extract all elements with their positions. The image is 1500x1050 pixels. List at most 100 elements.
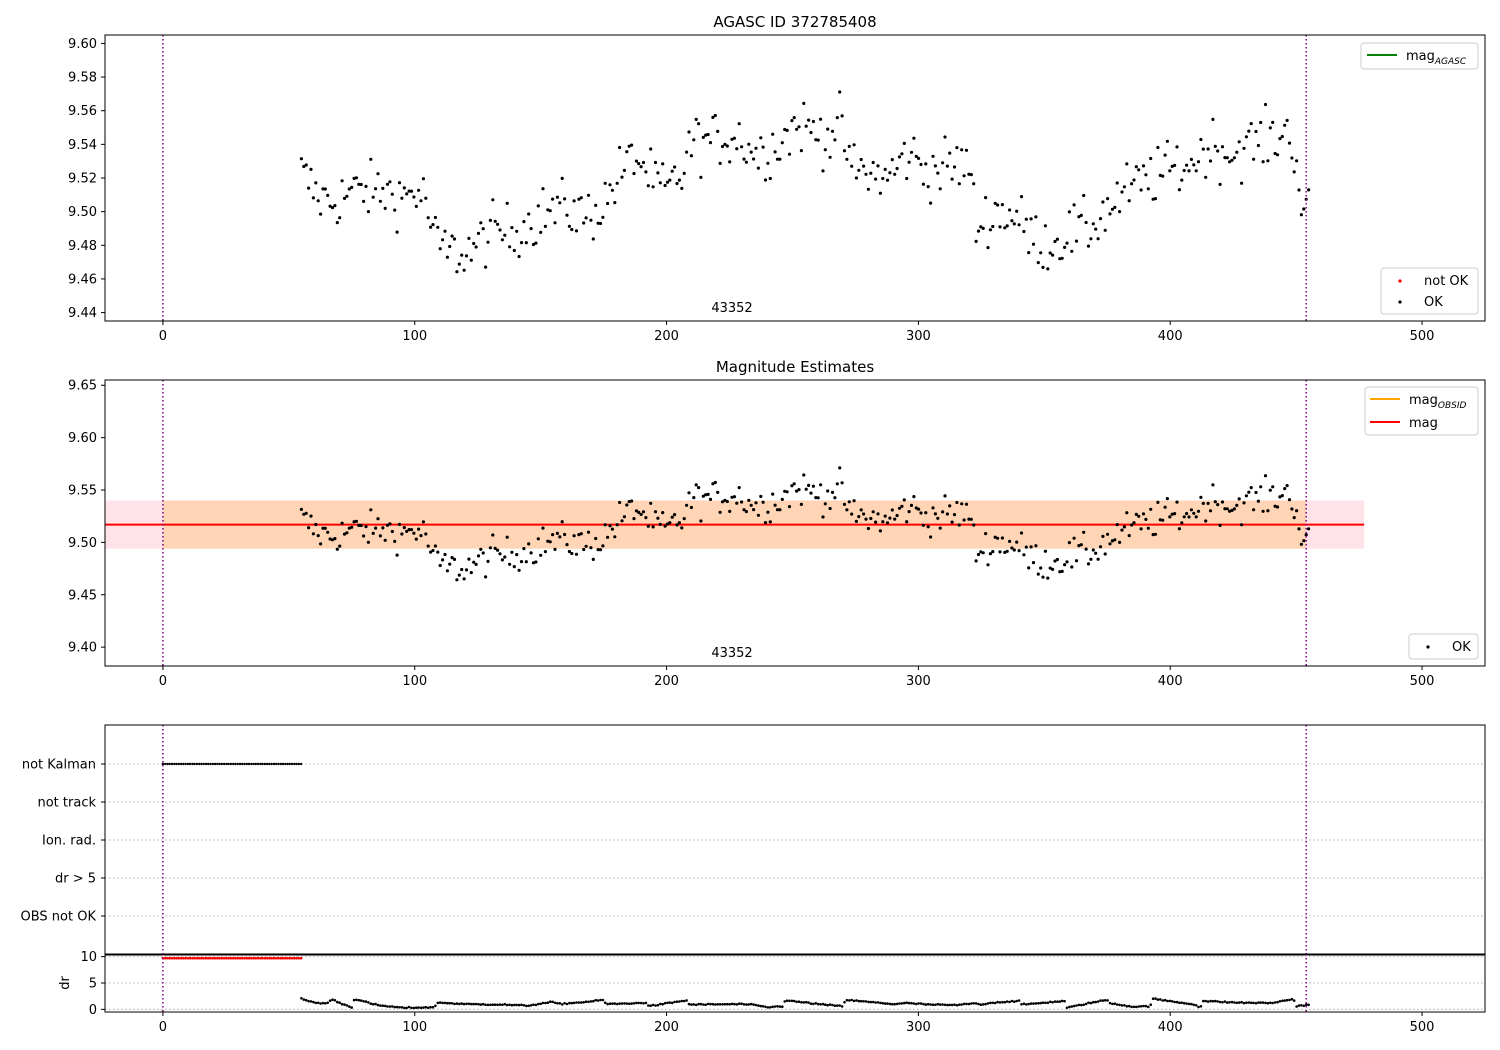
magnitude-point [716, 490, 720, 494]
magnitude-point [321, 526, 325, 530]
magnitude-scatter [299, 466, 1311, 582]
agasc-point [1307, 188, 1311, 192]
dr-point [307, 999, 310, 1003]
dr-point [1216, 1000, 1219, 1003]
dr-point [831, 1003, 834, 1007]
dr-point [675, 1000, 679, 1003]
agasc-point [728, 160, 732, 164]
flags-markers [161, 762, 303, 766]
dr-point [917, 1002, 920, 1005]
agasc-point [1144, 173, 1148, 177]
agasc-point [866, 187, 871, 191]
dr-point [525, 1004, 528, 1008]
agasc-point [816, 138, 820, 142]
agasc-point [768, 176, 772, 181]
dr-point [931, 1003, 935, 1006]
agasc-point [1015, 209, 1019, 213]
agasc-point [388, 180, 392, 184]
agasc-point [692, 138, 696, 142]
agasc-point-legend[interactable]: not OK OK [1380, 267, 1479, 315]
dr-point [1025, 1003, 1028, 1006]
agasc-point [508, 245, 512, 249]
agasc-point [319, 212, 323, 216]
magnitude-point [706, 492, 710, 496]
magnitude-point [725, 499, 729, 504]
dr-point [321, 1001, 325, 1005]
magnitude-point [704, 493, 708, 497]
magnitude-point [543, 550, 548, 554]
flag-marker [179, 762, 183, 766]
dr-point [1254, 1001, 1258, 1005]
magnitude-point [474, 562, 478, 567]
agasc-point [1115, 181, 1119, 185]
agasc-point [902, 141, 906, 145]
agasc-point [1213, 144, 1217, 148]
agasc-point [807, 118, 811, 122]
agasc-point [584, 216, 588, 220]
agasc-point [838, 90, 842, 94]
magnitude-point [381, 526, 385, 530]
dr-point [551, 1000, 554, 1004]
magnitude-point [397, 522, 402, 527]
magnitude-point [677, 521, 682, 525]
agasc-point [1120, 190, 1124, 194]
agasc-point [488, 218, 492, 222]
magnitude-point [890, 508, 894, 512]
dr-point [1159, 998, 1162, 1001]
dr-point [324, 1002, 327, 1005]
dr-point [1197, 1005, 1200, 1009]
dr-point [541, 1001, 545, 1005]
magnitude-point [1185, 511, 1189, 516]
magnitude-point-legend[interactable]: OK [1408, 633, 1479, 660]
dr-point [1108, 1001, 1112, 1005]
magnitude-line-legend[interactable]: magOBSID mag [1364, 386, 1479, 436]
dr-high-point [195, 956, 199, 960]
dr-point [522, 1004, 526, 1007]
magnitude-point [567, 549, 572, 554]
dr-high-point [231, 956, 235, 960]
agasc-point [400, 196, 404, 200]
agasc-y-tick-label-7: 9.58 [68, 71, 97, 86]
magnitude-point [1070, 565, 1074, 569]
magnitude-point [503, 555, 507, 559]
dr-point [1288, 998, 1291, 1002]
dr-point [623, 1002, 626, 1005]
dr-point [1302, 1004, 1306, 1008]
agasc-point [1046, 267, 1050, 271]
dr-point [1187, 1002, 1191, 1006]
agasc-point [405, 192, 409, 196]
dr-point [804, 1000, 808, 1004]
dr-high-point [184, 956, 187, 960]
magnitude-point [620, 519, 624, 523]
agasc-point [955, 146, 959, 150]
magnitude-point [1067, 541, 1071, 545]
dr-high-point [234, 956, 237, 960]
dr-high-point [281, 956, 285, 960]
legend-marker-not-ok [1398, 279, 1402, 283]
dr-point [993, 1001, 997, 1005]
agasc-point [539, 230, 543, 234]
magnitude-point [907, 510, 911, 514]
dr-point [661, 1002, 664, 1006]
flag-marker [272, 762, 276, 766]
dr-point [426, 1006, 430, 1010]
magnitude-point [1082, 530, 1086, 534]
magnitude-point [630, 499, 634, 503]
magnitude-point [895, 513, 899, 518]
magnitude-point [539, 553, 543, 557]
agasc-point [859, 157, 863, 162]
dr-point [1206, 1000, 1210, 1003]
magnitude-point [467, 557, 471, 561]
dr-point [1005, 1000, 1009, 1003]
dr-point [881, 1001, 885, 1005]
agasc-point [1285, 118, 1289, 122]
dr-point [489, 1003, 492, 1007]
agasc-point [1127, 199, 1131, 203]
magnitude-point [1048, 566, 1052, 570]
agasc-line-legend[interactable]: magAGASC [1360, 42, 1479, 70]
magnitude-point [699, 519, 703, 523]
flag-marker [254, 762, 257, 766]
agasc-point [1106, 197, 1110, 201]
agasc-point [1204, 175, 1208, 179]
agasc-point [330, 206, 335, 210]
